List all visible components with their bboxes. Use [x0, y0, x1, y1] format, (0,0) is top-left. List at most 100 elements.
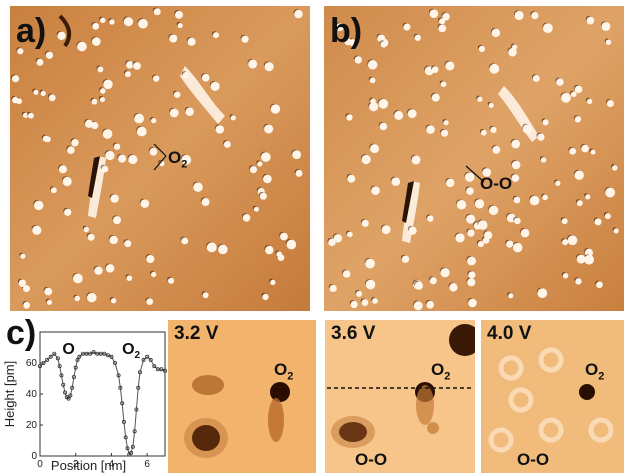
adsorbate-dot	[372, 297, 378, 304]
adsorbate-dot	[201, 198, 210, 207]
adsorbate-dot	[574, 170, 584, 180]
profile-point	[129, 450, 134, 455]
adsorbate-dot	[77, 41, 87, 52]
adsorbate-dot	[295, 169, 303, 177]
adsorbate-dot	[586, 98, 593, 105]
adsorbate-dot	[413, 301, 423, 311]
adsorbate-dot	[467, 256, 476, 266]
adsorbate-dot	[33, 200, 44, 211]
profile-point	[121, 419, 126, 424]
stm-image-3-2v-bg	[168, 320, 316, 473]
profile-point	[125, 446, 130, 451]
x-tick-label: 6	[144, 459, 150, 470]
adsorbate-dot	[562, 273, 569, 279]
adsorbate-dot	[83, 226, 90, 233]
profile-point	[132, 429, 137, 434]
adsorbate-dot	[64, 208, 72, 216]
adsorbate-dot	[215, 125, 225, 134]
adsorbate-dot	[540, 157, 547, 163]
adsorbate-dot	[449, 283, 458, 292]
adsorbate-dot	[489, 63, 500, 74]
adsorbate-dot	[168, 277, 175, 284]
stm-image-4-0v: 4.0 V O2 O-O	[481, 320, 624, 473]
adsorbate-dot	[403, 23, 411, 31]
adsorbate-dot	[153, 8, 161, 16]
adsorbate-dot	[20, 253, 26, 259]
adsorbate-dot	[123, 17, 134, 27]
profile-point	[120, 401, 125, 406]
adsorbate-dot	[478, 45, 486, 53]
adsorbate-dot	[361, 299, 369, 306]
adsorbate-dot	[606, 99, 614, 108]
profile-point	[141, 357, 146, 362]
adsorbate-dot	[344, 38, 352, 46]
adsorbate-dot	[335, 23, 344, 32]
adsorbate-dot	[177, 22, 183, 29]
adsorbate-dot	[438, 24, 447, 33]
adsorbate-dot	[445, 61, 455, 71]
oo-annotation-b: O-O	[480, 174, 513, 193]
o2-annotation-4-0v-text: O	[585, 360, 599, 379]
adsorbate-dot	[294, 9, 303, 19]
profile-point	[88, 351, 93, 356]
plot-frame	[39, 331, 166, 457]
adsorbate-dot	[569, 147, 577, 155]
adsorbate-dot	[150, 117, 157, 124]
profile-point	[57, 364, 62, 369]
o2-annotation-a: O2	[168, 148, 187, 170]
adsorbate-dot	[248, 59, 258, 69]
profile-point	[52, 351, 57, 356]
adsorbate-dot	[468, 271, 476, 279]
adsorbate-dot	[102, 129, 113, 139]
adsorbate-dot	[556, 78, 564, 86]
bias-label-3-2v: 3.2 V	[174, 323, 219, 344]
adsorbate-dot	[253, 206, 259, 212]
adsorbate-dot	[574, 116, 582, 123]
adsorbate-dot	[42, 135, 50, 142]
adsorbate-dot	[169, 34, 178, 43]
profile-point	[102, 351, 107, 356]
adsorbate-dot	[468, 298, 477, 308]
adsorbate-dot	[218, 244, 228, 255]
adsorbate-dot	[40, 90, 46, 96]
adsorbate-dot	[185, 107, 194, 116]
adsorbate-dot	[379, 122, 388, 131]
adsorbate-dot	[11, 75, 20, 83]
adsorbate-dot	[446, 178, 455, 188]
adsorbate-dot	[74, 295, 80, 302]
adsorbate-dot	[48, 94, 56, 102]
adsorbate-dot	[542, 194, 548, 201]
adsorbate-dot	[242, 214, 251, 222]
adsorbate-dot	[169, 108, 179, 118]
adsorbate-dot	[241, 35, 249, 43]
adsorbate-dot	[361, 154, 371, 165]
profile-point	[55, 356, 60, 361]
adsorbate-dot	[365, 279, 376, 290]
adsorbate-dot	[427, 215, 434, 222]
adsorbate-dot	[511, 174, 520, 182]
adsorbate-dot	[506, 240, 514, 248]
oo-pointer-line	[465, 165, 485, 183]
adsorbate-dot	[134, 113, 145, 124]
adsorbate-dot	[414, 281, 424, 290]
adsorbate-dot	[570, 91, 577, 98]
profile-point	[109, 354, 114, 359]
profile-point	[61, 382, 66, 387]
adsorbate-dot	[466, 214, 476, 224]
adsorbate-dot	[512, 242, 523, 253]
o2-annotation-a-sub: 2	[181, 158, 188, 171]
adsorbate-dot	[105, 150, 115, 161]
adsorbate-dot	[350, 300, 358, 309]
profile-point	[38, 364, 43, 369]
adsorbate-dot	[58, 165, 67, 174]
adsorbate-dot	[371, 186, 380, 195]
adsorbate-dot	[488, 102, 494, 109]
adsorbate-dot	[477, 96, 483, 102]
o2-pointer-lines	[153, 143, 167, 171]
adsorbate-dot	[585, 194, 591, 200]
profile-point	[116, 373, 121, 378]
adsorbate-dot	[407, 109, 417, 119]
adsorbate-dot	[482, 168, 492, 177]
adsorbate-dot	[443, 120, 449, 126]
adsorbate-dot	[270, 104, 281, 114]
